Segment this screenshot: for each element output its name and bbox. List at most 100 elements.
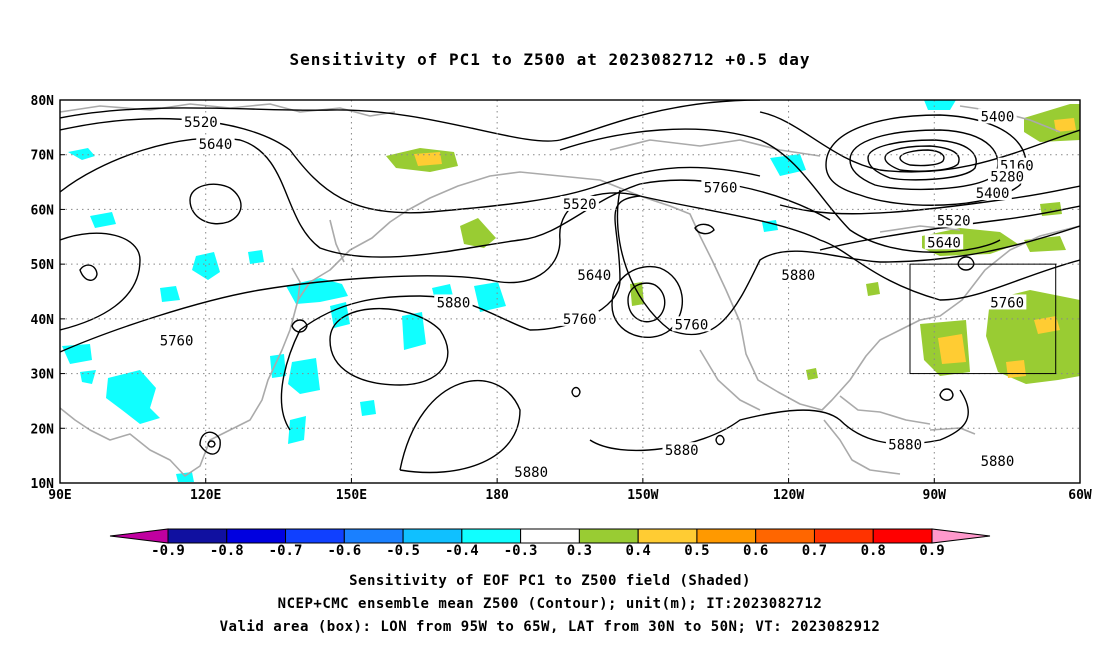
colorbar: [109, 528, 991, 544]
colorbar-label: -0.5: [386, 543, 420, 559]
y-tick-label: 30N: [31, 368, 55, 383]
contour-line: [759, 111, 1080, 173]
shade-neg: [288, 358, 320, 394]
contour-label: 5760: [675, 317, 709, 333]
contour-label-bg: [181, 113, 221, 129]
map-frame: [59, 99, 1081, 484]
sensitivity-shading: [62, 100, 1080, 482]
contour-label: 5880: [981, 454, 1015, 470]
contour-line: [715, 434, 725, 446]
shade-pos: [1024, 236, 1066, 252]
x-tick-label: 180: [485, 488, 509, 503]
shade-neg: [176, 472, 194, 482]
shade-neg: [90, 212, 116, 228]
contour-label: 5880: [781, 268, 815, 284]
contour-line: [291, 319, 308, 333]
contour-label-bg: [196, 135, 235, 151]
contour-label: 5400: [981, 109, 1015, 125]
contour-label: 5520: [184, 115, 218, 131]
contour-label: 5520: [937, 213, 971, 229]
coastline: [879, 225, 961, 233]
shade-neg: [248, 250, 264, 264]
colorbar-swatch: [755, 528, 815, 544]
contour-line: [957, 256, 975, 271]
contour-line: [611, 265, 684, 339]
coastline: [823, 419, 901, 475]
shade-pos: [806, 368, 818, 380]
colorbar-label: 0.8: [860, 543, 886, 559]
shade-pos-strong: [1006, 360, 1026, 378]
x-tick-label: 90W: [923, 488, 947, 503]
contour-label-bg: [575, 267, 614, 283]
shade-pos-strong: [414, 152, 442, 166]
shade-neg: [474, 282, 506, 312]
shade-neg: [360, 400, 376, 416]
contour-labels: 5520 5640 5520 5640 5880 5760 5760 5760 5760 5880…: [157, 108, 1037, 481]
colorbar-swatch: [343, 528, 404, 544]
colorbar-swatch: [520, 528, 580, 544]
contour-label: 5400: [976, 186, 1010, 202]
contour-line: [79, 264, 98, 281]
contour-line: [559, 128, 1001, 253]
colorbar-swatch: [637, 528, 698, 544]
contour-label: 5880: [437, 295, 471, 311]
colorbar-swatch: [226, 528, 287, 544]
z500-contours: [60, 100, 1080, 474]
contour-label-bg: [560, 310, 599, 326]
colorbar-swatch: [109, 528, 169, 544]
colorbar-swatch: [578, 528, 639, 544]
contour-label: 5760: [563, 312, 597, 328]
shade-pos: [460, 218, 496, 248]
contour-label: 5640: [927, 235, 961, 251]
contour-line: [694, 223, 715, 235]
shade-neg: [160, 286, 180, 302]
shade-pos: [866, 282, 880, 296]
y-tick-label: 80N: [31, 94, 55, 109]
coastline: [60, 171, 1080, 477]
colorbar-swatch: [696, 528, 757, 544]
coastline: [929, 427, 976, 435]
contour-label-bg: [987, 168, 1027, 184]
colorbar-swatch: [461, 528, 522, 544]
contour-label-bg: [978, 453, 1017, 469]
shade-pos-strong: [938, 334, 966, 364]
colorbar-swatch: [872, 528, 933, 544]
shade-neg: [80, 370, 96, 384]
contour-label: 5280: [990, 170, 1024, 186]
colorbar-label: 0.9: [919, 543, 945, 559]
contour-label-bg: [672, 316, 711, 332]
footer-line-2: NCEP+CMC ensemble mean Z500 (Contour); u…: [277, 596, 823, 612]
contour-line: [899, 149, 945, 167]
contour-label-bg: [987, 294, 1027, 310]
y-tick-label: 40N: [31, 313, 55, 328]
contour-label-bg: [157, 332, 196, 348]
shade-neg: [270, 354, 286, 378]
graticule: [59, 99, 1081, 484]
colorbar-label: 0.5: [684, 543, 710, 559]
colorbar-swatch: [813, 528, 874, 544]
contour-line: [867, 139, 977, 181]
coastlines: [60, 103, 1080, 477]
contour-label-bg: [560, 195, 599, 211]
coastline: [291, 267, 301, 301]
y-tick-label: 10N: [31, 477, 55, 492]
contour-line: [329, 307, 449, 386]
contour-label: 5760: [990, 295, 1024, 311]
contour-label: 5880: [665, 443, 699, 459]
contour-label-bg: [934, 212, 973, 228]
colorbar-label: 0.3: [566, 543, 593, 559]
contour-label: 5760: [160, 334, 194, 350]
colorbar-label: -0.9: [151, 543, 185, 559]
contour-line: [280, 195, 641, 431]
shade-neg: [330, 302, 350, 328]
footer-line-1: Sensitivity of EOF PC1 to Z500 field (Sh…: [349, 573, 751, 589]
colorbar-label: -0.6: [327, 543, 362, 559]
x-tick-label: 150W: [627, 488, 658, 503]
colorbar-swatch: [402, 528, 463, 544]
contour-line: [627, 282, 666, 323]
contour-label-bg: [973, 185, 1012, 201]
contour-label: 5640: [199, 137, 233, 153]
contour-line: [884, 145, 960, 172]
colorbar-swatch: [931, 528, 991, 544]
